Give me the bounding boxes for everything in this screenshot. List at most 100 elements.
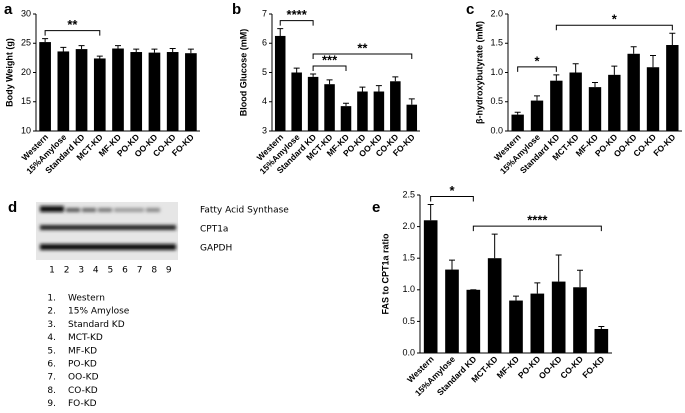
error-bar	[151, 48, 158, 53]
error-bar	[534, 282, 541, 294]
lane-number: 4	[93, 266, 99, 276]
y-tick-label: 25	[21, 38, 31, 48]
error-bar	[555, 254, 562, 282]
legend-label: MCT-KD	[68, 333, 103, 343]
error-bar	[408, 98, 415, 105]
error-bar	[326, 79, 333, 85]
y-tick-label: 1.5	[402, 253, 415, 263]
legend-number: 4.	[47, 333, 56, 343]
x-tick-label: FO-KD	[580, 354, 606, 380]
y-tick-label: 1.5	[490, 38, 503, 48]
significance-bracket	[312, 53, 413, 59]
lane-number: 2	[64, 266, 70, 276]
legend-label: OO-KD	[68, 373, 99, 383]
bar	[569, 72, 582, 131]
bar	[530, 293, 545, 353]
bar	[445, 269, 459, 353]
legend-number: 2.	[47, 307, 56, 317]
legend-label: Standard KD	[68, 320, 125, 330]
y-tick-label: 4	[262, 96, 267, 106]
x-tick-label: MF-KD	[495, 354, 521, 380]
lane-number: 7	[137, 266, 143, 276]
error-bar	[592, 81, 598, 88]
bar	[148, 52, 161, 131]
bar	[166, 52, 179, 131]
bar	[423, 220, 438, 353]
y-tick-label: 1.0	[402, 284, 415, 294]
significance-bracket	[430, 195, 474, 202]
error-bar	[96, 55, 103, 59]
legend-label: CO-KD	[68, 386, 98, 396]
y-tick-label: 20	[21, 67, 31, 77]
x-tick-label: CO-KD	[558, 354, 585, 381]
legend-label: 15% Amylose	[68, 307, 130, 317]
error-bar	[359, 86, 366, 92]
bar	[39, 42, 51, 131]
bar	[57, 51, 70, 131]
bar	[406, 104, 418, 131]
significance-bracket	[517, 66, 557, 72]
bar	[509, 300, 523, 353]
bar	[390, 81, 401, 131]
bar	[608, 74, 621, 131]
y-tick-label: 0.0	[490, 125, 503, 135]
lane-number: 8	[151, 266, 157, 276]
y-tick-label: 2.0	[402, 221, 415, 231]
error-bar	[293, 67, 300, 73]
error-bar	[375, 85, 382, 92]
legend-label: Western	[68, 294, 105, 304]
legend-number: 9.	[47, 399, 56, 409]
significance-label: *	[612, 12, 618, 27]
error-bar	[277, 28, 284, 36]
bar	[324, 84, 335, 131]
y-tick-label: 3	[262, 125, 267, 135]
legend-number: 3.	[47, 320, 56, 330]
x-tick-label: FO-KD	[651, 132, 677, 158]
bar	[530, 100, 544, 131]
legend-number: 5.	[47, 346, 56, 356]
error-bar	[392, 76, 399, 82]
bar	[274, 35, 286, 131]
bar	[551, 281, 566, 353]
bar	[373, 91, 385, 131]
bar	[307, 76, 319, 131]
error-bar	[78, 45, 85, 50]
bar	[487, 258, 502, 353]
band-label: GAPDH	[200, 244, 232, 254]
band-label: Fatty Acid Synthase	[200, 206, 289, 216]
error-bar	[491, 233, 498, 259]
error-bar	[513, 295, 519, 301]
error-bar	[553, 74, 560, 81]
bar	[466, 289, 481, 353]
error-bar	[343, 102, 349, 107]
significance-label: ****	[527, 213, 548, 228]
y-tick-label: 7	[262, 8, 267, 18]
bar	[627, 53, 640, 131]
panel-letter: c	[466, 1, 474, 18]
y-tick-label: 10	[21, 125, 31, 135]
bar	[112, 48, 124, 131]
bar	[511, 114, 524, 131]
y-tick-label: 2.0	[490, 8, 503, 18]
error-bar	[611, 65, 618, 75]
panel-letter: e	[372, 199, 380, 216]
error-bar	[598, 325, 605, 329]
bar	[75, 49, 88, 131]
y-tick-label: 0.0	[402, 347, 415, 357]
error-bar	[187, 48, 194, 54]
y-tick-label: 0.5	[490, 96, 503, 106]
y-axis-title: Body Weight (g)	[4, 38, 14, 107]
significance-label: ***	[322, 52, 338, 67]
error-bar	[577, 269, 583, 288]
y-tick-label: 2.5	[402, 189, 415, 199]
panel-letter: a	[4, 1, 13, 18]
significance-bracket	[44, 30, 101, 36]
lane-number: 9	[166, 266, 172, 276]
y-tick-label: 6	[262, 38, 267, 48]
y-tick-label: 15	[21, 96, 31, 106]
lane-number: 3	[78, 266, 84, 276]
error-bar	[42, 38, 49, 43]
bar	[588, 87, 602, 131]
significance-label: **	[67, 17, 78, 32]
